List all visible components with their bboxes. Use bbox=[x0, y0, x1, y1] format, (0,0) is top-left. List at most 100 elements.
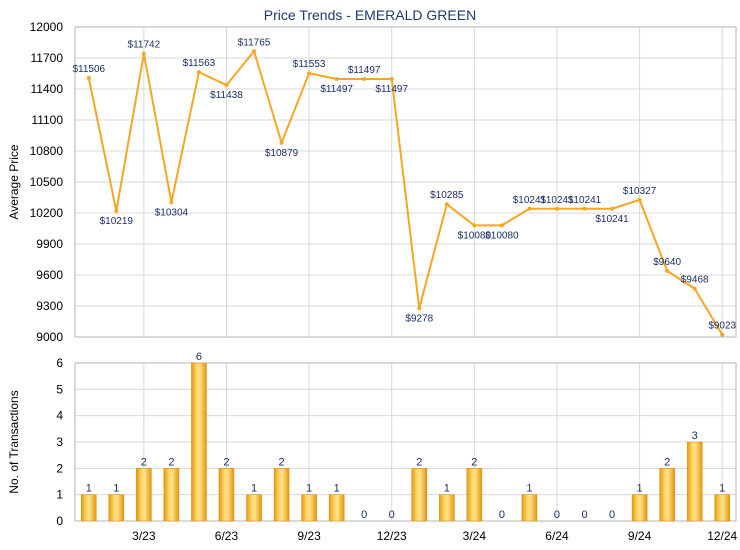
bar-y-axis-label: No. of Transactions bbox=[7, 390, 21, 493]
transaction-bar bbox=[301, 494, 317, 522]
price-data-label: $10285 bbox=[430, 190, 464, 201]
price-data-label: $10327 bbox=[623, 186, 657, 197]
bar-value-label: 0 bbox=[581, 509, 587, 521]
price-point bbox=[114, 209, 119, 214]
bar-y-tick-label: 6 bbox=[56, 356, 63, 370]
x-tick-label: 12/23 bbox=[377, 529, 407, 543]
price-point bbox=[444, 202, 449, 207]
price-data-label: $11742 bbox=[128, 40, 161, 51]
price-data-label: $9468 bbox=[681, 275, 709, 286]
bar-value-label: 2 bbox=[471, 456, 477, 468]
price-data-label: $10304 bbox=[155, 207, 189, 218]
transaction-bar bbox=[218, 468, 235, 522]
transaction-bar bbox=[466, 468, 483, 522]
bar-value-label: 2 bbox=[416, 456, 422, 468]
price-y-tick-label: 11100 bbox=[31, 113, 63, 127]
bar-plot-frame bbox=[74, 362, 737, 522]
price-point bbox=[169, 200, 174, 205]
price-data-label: $11553 bbox=[293, 59, 326, 70]
transaction-bar bbox=[136, 468, 152, 522]
price-y-tick-label: 11700 bbox=[31, 51, 64, 65]
bar-value-label: 0 bbox=[609, 509, 615, 521]
price-data-label: $11497 bbox=[348, 65, 381, 76]
price-y-tick-label: 10200 bbox=[30, 206, 64, 220]
x-tick-label: 3/24 bbox=[463, 529, 487, 543]
transaction-bar bbox=[163, 468, 180, 522]
transaction-bar bbox=[81, 494, 97, 522]
price-point bbox=[582, 206, 587, 211]
x-tick-label: 3/23 bbox=[132, 529, 156, 543]
price-data-label: $11563 bbox=[183, 58, 216, 69]
bar-value-label: 1 bbox=[526, 483, 532, 495]
transaction-bar bbox=[273, 468, 290, 522]
transaction-bar bbox=[328, 494, 345, 522]
price-point bbox=[279, 140, 284, 145]
price-plot-frame bbox=[74, 26, 737, 338]
price-point bbox=[472, 223, 477, 228]
price-point bbox=[141, 51, 146, 56]
x-tick-label: 6/24 bbox=[545, 529, 569, 543]
price-point bbox=[610, 206, 615, 211]
price-point bbox=[224, 83, 229, 88]
price-data-label: $10219 bbox=[100, 216, 134, 227]
price-y-tick-label: 9000 bbox=[36, 330, 63, 344]
bar-y-tick-label: 0 bbox=[56, 514, 63, 528]
price-point bbox=[554, 206, 559, 211]
transactions-bar-panel: 0 1 2 3 4 5 6 3/23 6/23 9/23 12/23 3/24 6/24 9/24 12/2… bbox=[7, 351, 738, 543]
price-y-tick-label: 9300 bbox=[36, 299, 63, 313]
transaction-bar bbox=[686, 441, 703, 522]
price-y-tick-label: 12000 bbox=[30, 20, 64, 34]
price-data-label: $10241 bbox=[595, 214, 629, 225]
transaction-bar bbox=[521, 494, 538, 522]
price-data-label: $10080 bbox=[485, 230, 519, 241]
bar-value-label: 0 bbox=[554, 509, 560, 521]
price-data-label: $10080 bbox=[458, 230, 492, 241]
transaction-bar bbox=[411, 468, 428, 522]
transaction-bar bbox=[191, 362, 207, 522]
x-tick-label: 9/23 bbox=[297, 529, 321, 543]
price-point bbox=[692, 286, 697, 291]
transaction-bar bbox=[246, 494, 262, 522]
price-point bbox=[86, 76, 91, 81]
bar-value-label: 1 bbox=[334, 483, 340, 495]
price-point bbox=[334, 76, 339, 81]
price-data-label: $11438 bbox=[210, 90, 243, 101]
bar-value-label: 2 bbox=[223, 456, 229, 468]
bar-value-label: 2 bbox=[664, 456, 670, 468]
price-point bbox=[252, 49, 257, 54]
x-tick-label: 12/24 bbox=[707, 529, 737, 543]
price-point bbox=[196, 70, 201, 75]
bar-value-label: 2 bbox=[141, 456, 147, 468]
price-data-label: $9023 bbox=[708, 321, 736, 332]
price-data-label: $10241 bbox=[540, 195, 574, 206]
price-line-series bbox=[87, 50, 724, 336]
bar-value-label: 0 bbox=[499, 509, 505, 521]
bar-value-label: 1 bbox=[637, 483, 643, 495]
price-data-label: $10241 bbox=[513, 195, 547, 206]
bar-value-label: 1 bbox=[86, 483, 92, 495]
price-data-label: $10241 bbox=[568, 195, 602, 206]
price-data-label: $11506 bbox=[72, 64, 105, 75]
price-data-label: $9640 bbox=[653, 257, 681, 268]
bar-value-label: 1 bbox=[306, 483, 312, 495]
x-tick-label: 9/24 bbox=[628, 529, 652, 543]
price-point bbox=[417, 306, 422, 311]
price-line-panel: 9000 9300 9600 9900 10200 10500 10800 11100 1140… bbox=[7, 20, 737, 344]
bar-value-label: 2 bbox=[168, 456, 174, 468]
price-y-axis-label: Average Price bbox=[7, 144, 21, 219]
price-data-label: $11497 bbox=[375, 84, 408, 95]
bar-y-tick-label: 1 bbox=[56, 488, 63, 502]
bar-y-tick-label: 5 bbox=[56, 382, 63, 396]
x-tick-label: 6/23 bbox=[215, 529, 239, 543]
bar-value-label: 3 bbox=[692, 430, 698, 442]
transaction-bar bbox=[631, 494, 648, 522]
bar-y-tick-label: 3 bbox=[56, 435, 63, 449]
price-point bbox=[389, 76, 394, 81]
bar-value-label: 1 bbox=[251, 483, 257, 495]
bar-value-label: 1 bbox=[444, 483, 450, 495]
bar-y-tick-label: 4 bbox=[56, 409, 63, 423]
bar-y-tick-label: 2 bbox=[56, 461, 63, 475]
price-data-label: $11765 bbox=[238, 37, 271, 48]
